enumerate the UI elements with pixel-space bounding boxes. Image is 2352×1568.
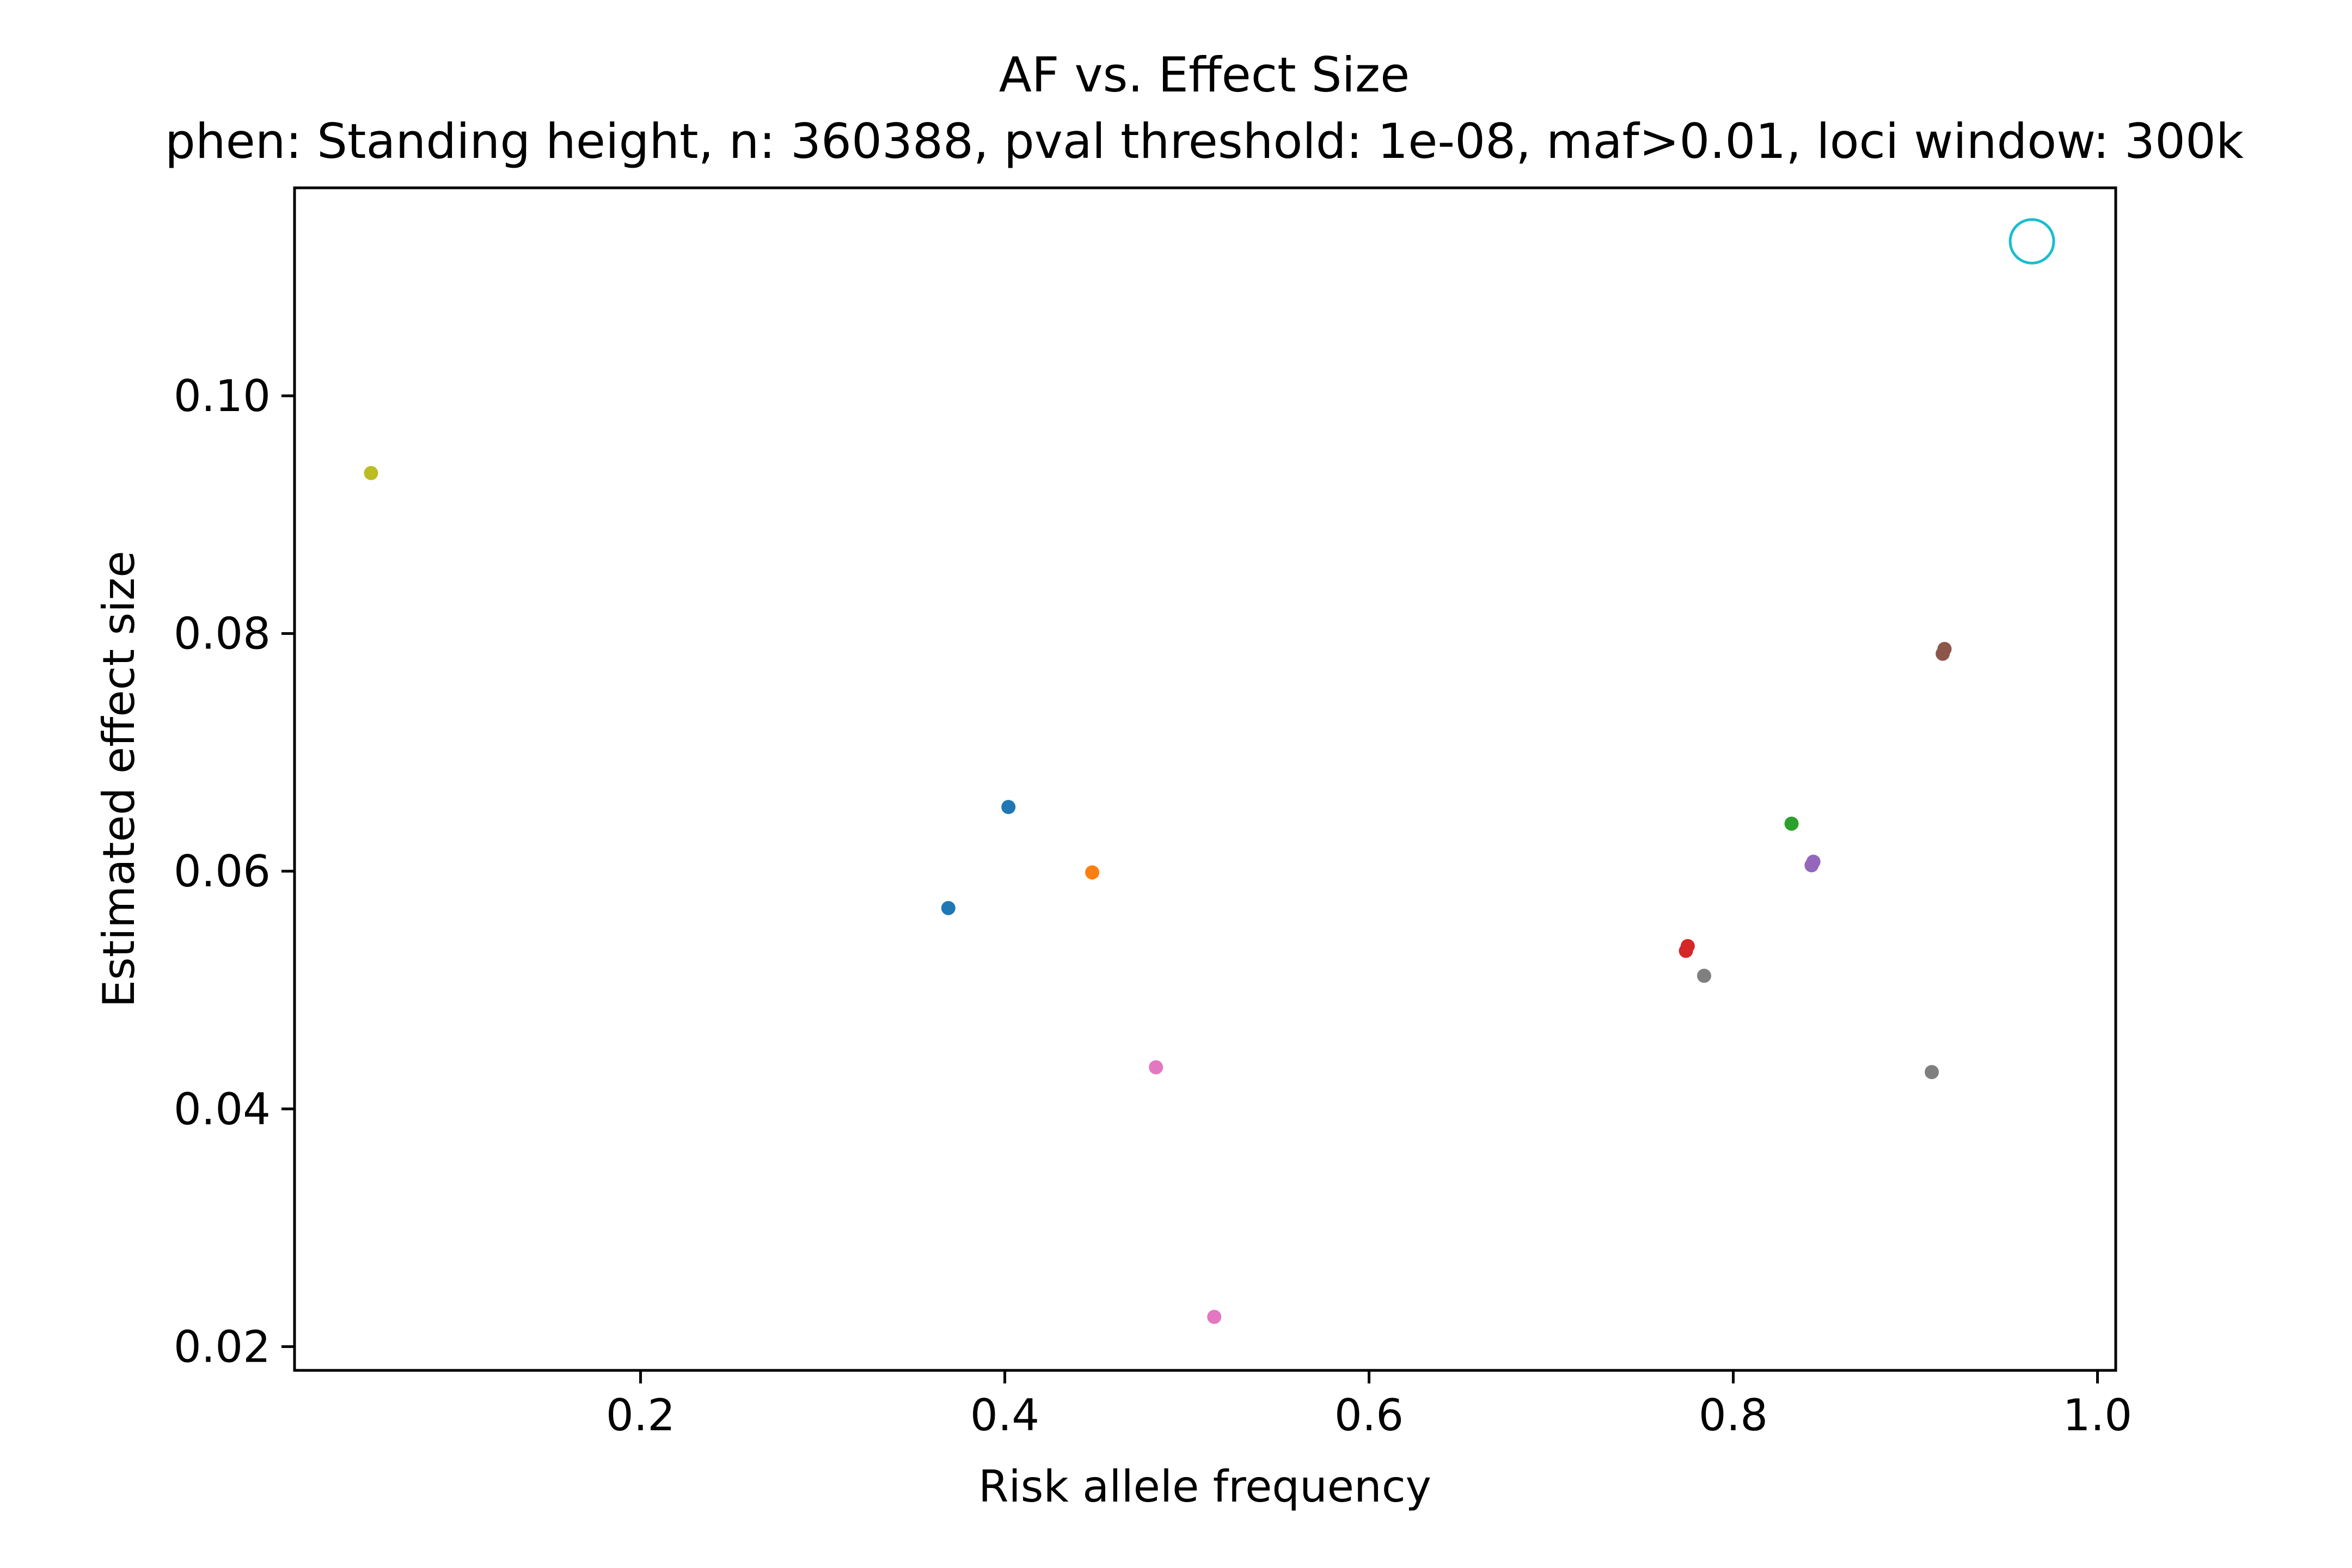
data-point xyxy=(1697,969,1712,983)
data-point xyxy=(2008,218,2055,265)
x-tick-label: 0.2 xyxy=(606,1390,675,1441)
plot-area xyxy=(364,218,2055,1324)
x-tick-label: 0.6 xyxy=(1334,1390,1404,1441)
axes-frame xyxy=(293,186,2117,1372)
data-point xyxy=(364,465,378,480)
data-point xyxy=(1784,816,1799,831)
data-point xyxy=(1679,944,1693,958)
x-tick-label: 0.4 xyxy=(970,1390,1039,1441)
y-axis-label: Estimated effect size xyxy=(94,550,144,1007)
data-point xyxy=(1935,646,1950,661)
x-axis-ticks: 0.2 0.4 0.6 0.8 1.0 xyxy=(606,1370,2132,1441)
y-tick-label: 0.04 xyxy=(174,1084,271,1135)
data-point xyxy=(1925,1065,1939,1080)
x-tick-label: 0.8 xyxy=(1699,1390,1768,1441)
x-axis-label: Risk allele frequency xyxy=(978,1461,1431,1512)
data-point xyxy=(1085,865,1100,880)
data-point xyxy=(1149,1060,1163,1075)
data-point xyxy=(1207,1309,1222,1324)
y-tick-label: 0.06 xyxy=(174,846,271,897)
chart-title: AF vs. Effect Size xyxy=(999,47,1410,103)
data-point xyxy=(1001,800,1016,814)
y-tick-label: 0.02 xyxy=(174,1321,271,1372)
y-tick-label: 0.10 xyxy=(174,371,271,421)
data-point xyxy=(1804,858,1819,873)
chart-subtitle: phen: Standing height, n: 360388, pval t… xyxy=(165,113,2244,169)
y-tick-label: 0.08 xyxy=(174,609,271,659)
x-tick-label: 1.0 xyxy=(2063,1390,2132,1441)
data-point xyxy=(941,901,955,915)
y-axis-ticks: 0.02 0.04 0.06 0.08 0.10 xyxy=(174,371,295,1372)
